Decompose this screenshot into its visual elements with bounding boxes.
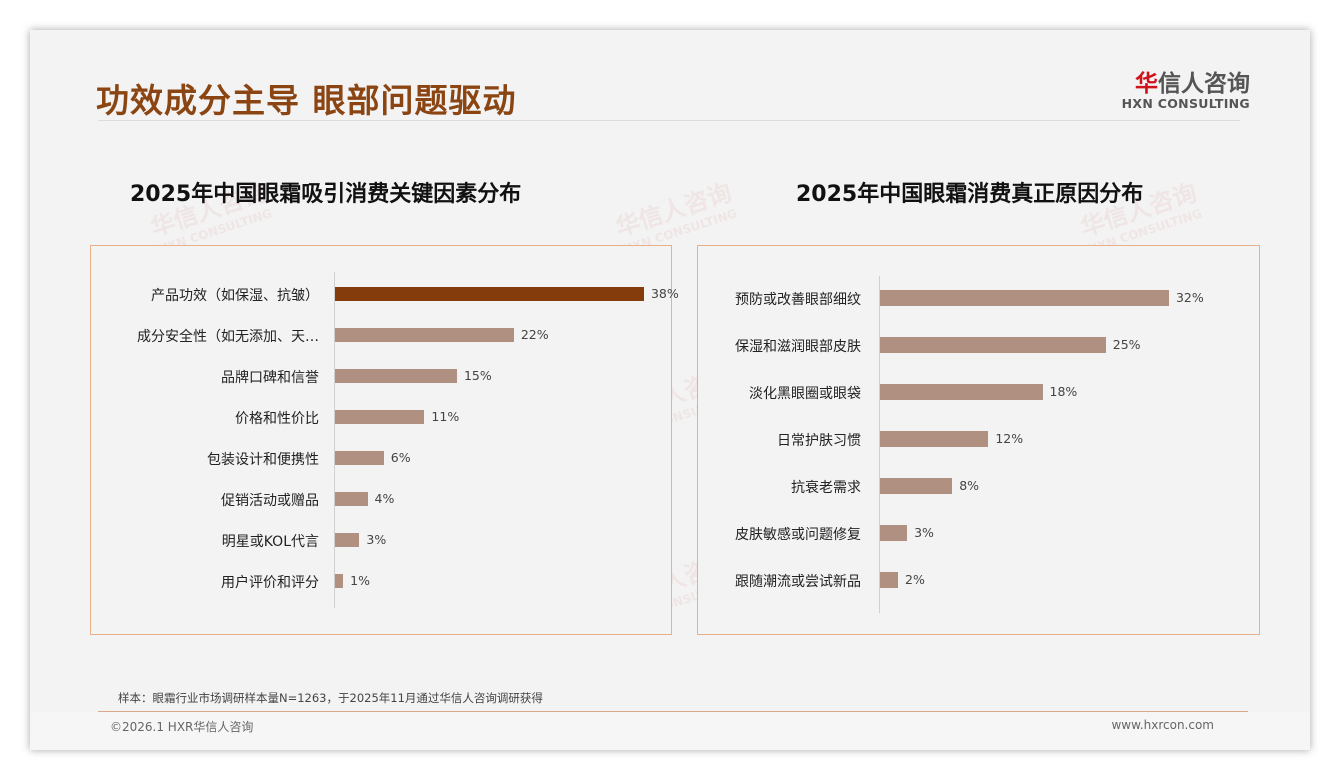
bar bbox=[880, 337, 1106, 353]
data-label: 18% bbox=[1049, 384, 1078, 399]
data-label: 11% bbox=[431, 409, 460, 424]
bar bbox=[880, 290, 1169, 306]
category-label: 产品功效（如保湿、抗皱） bbox=[151, 288, 319, 304]
data-label: 2% bbox=[905, 572, 925, 587]
title-divider bbox=[98, 120, 1240, 121]
page-title: 功效成分主导 眼部问题驱动 bbox=[96, 81, 517, 120]
bar bbox=[335, 533, 360, 547]
footer-divider bbox=[98, 711, 1248, 712]
y-axis-line bbox=[879, 276, 880, 613]
source-note: 样本：眼霜行业市场调研样本量N=1263，于2025年11月通过华信人咨询调研获… bbox=[118, 691, 543, 705]
category-label: 日常护肤习惯 bbox=[777, 433, 861, 449]
chart-title-right: 2025年中国眼霜消费真正原因分布 bbox=[796, 182, 1144, 207]
data-label: 38% bbox=[650, 286, 679, 301]
bar bbox=[880, 431, 989, 447]
logo: 华信人咨询 HXN CONSULTING bbox=[1110, 64, 1250, 111]
logo-en: HXN CONSULTING bbox=[1121, 96, 1250, 111]
category-label: 品牌口碑和信誉 bbox=[221, 370, 319, 386]
y-axis-line bbox=[334, 272, 335, 608]
copyright: ©2026.1 HXR华信人咨询 bbox=[110, 720, 254, 734]
data-label: 3% bbox=[914, 525, 934, 540]
category-label: 包装设计和便携性 bbox=[207, 452, 319, 468]
footer bbox=[30, 712, 1310, 750]
category-label: 跟随潮流或尝试新品 bbox=[735, 574, 861, 590]
category-label: 保湿和滋润眼部皮肤 bbox=[735, 339, 861, 355]
chart-panel-left: 产品功效（如保湿、抗皱） 38% 成分安全性（如无添加、天… 22% 品牌口碑和信誉 15… bbox=[90, 245, 679, 635]
bar bbox=[335, 492, 368, 506]
bar bbox=[880, 525, 908, 541]
website-link[interactable]: www.hxrcon.com bbox=[1111, 718, 1214, 732]
bar bbox=[335, 328, 514, 342]
data-label: 8% bbox=[959, 478, 980, 493]
data-label: 1% bbox=[350, 573, 370, 588]
logo-cn-red: 华 bbox=[1135, 71, 1158, 97]
data-label: 25% bbox=[1112, 337, 1141, 352]
bar bbox=[335, 574, 344, 588]
watermark-cn: 华信人咨询 bbox=[612, 178, 735, 243]
chart-panel-right: 预防或改善眼部细纹 32% 保湿和滋润眼部皮肤 25% 淡化黑眼圈或眼袋 18% 日常护肤习… bbox=[697, 245, 1260, 635]
chart-title-left: 2025年中国眼霜吸引消费关键因素分布 bbox=[130, 182, 522, 207]
data-label: 32% bbox=[1175, 290, 1204, 305]
data-label: 15% bbox=[463, 368, 492, 383]
bar bbox=[335, 451, 384, 465]
bar bbox=[880, 572, 899, 588]
category-label: 淡化黑眼圈或眼袋 bbox=[749, 386, 861, 402]
category-label: 价格和性价比 bbox=[235, 411, 319, 427]
category-label: 皮肤敏感或问题修复 bbox=[735, 527, 861, 543]
data-label: 12% bbox=[995, 431, 1024, 446]
data-label: 6% bbox=[390, 450, 411, 465]
category-label: 促销活动或赠品 bbox=[221, 493, 319, 509]
bar bbox=[880, 478, 953, 494]
bar bbox=[335, 287, 644, 301]
bar bbox=[880, 384, 1043, 400]
data-label: 4% bbox=[374, 491, 395, 506]
logo-cn: 信人咨询 bbox=[1158, 71, 1250, 97]
category-label: 抗衰老需求 bbox=[791, 480, 861, 496]
data-label: 22% bbox=[520, 327, 549, 342]
category-label: 明星或KOL代言 bbox=[221, 534, 319, 550]
bar bbox=[335, 410, 425, 424]
slide: 功效成分主导 眼部问题驱动 华信人咨询 HXN CONSULTING 华信人咨询… bbox=[30, 30, 1310, 750]
category-label: 成分安全性（如无添加、天… bbox=[137, 329, 319, 345]
category-label: 用户评价和评分 bbox=[221, 575, 319, 591]
data-label: 3% bbox=[366, 532, 387, 547]
category-label: 预防或改善眼部细纹 bbox=[735, 292, 861, 308]
bar bbox=[335, 369, 457, 383]
